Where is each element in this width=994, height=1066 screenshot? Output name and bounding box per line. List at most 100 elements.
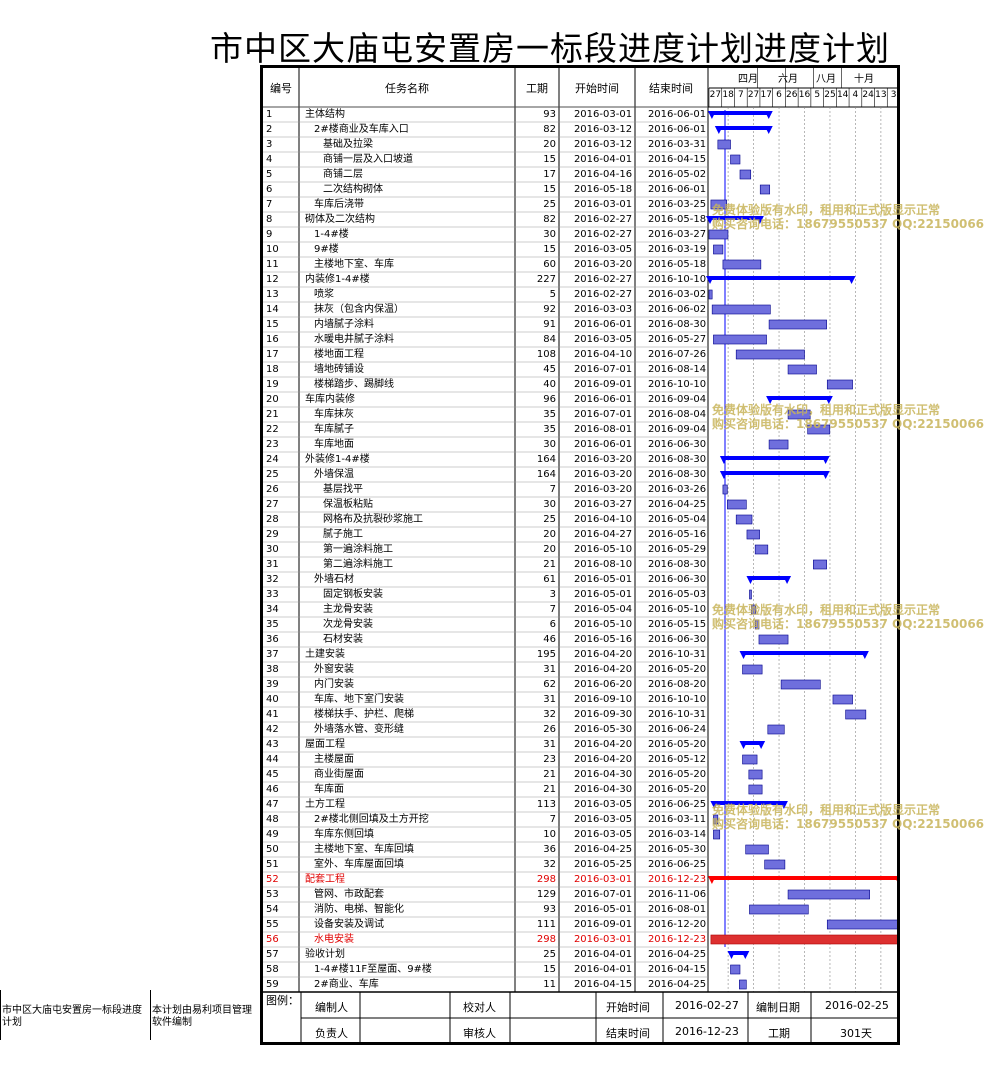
table-row[interactable]: 46 车库面 21 2016-04-30 2016-05-20 [263,782,708,797]
table-row[interactable]: 30 第一遍涂料施工 20 2016-05-10 2016-05-29 [263,542,708,557]
table-row[interactable]: 41 楼梯扶手、护栏、爬梯 32 2016-09-30 2016-10-31 [263,707,708,722]
cell-end: 2016-05-20 [647,769,707,780]
legend-label: 图例： [266,994,299,1007]
summary-cap [847,276,856,284]
table-row[interactable]: 45 商业街屋面 21 2016-04-30 2016-05-20 [263,767,708,782]
table-row[interactable]: 53 管网、市政配套 129 2016-07-01 2016-11-06 [263,887,708,902]
table-row[interactable]: 3 基础及拉梁 20 2016-03-12 2016-03-31 [263,137,708,152]
table-row[interactable]: 44 主楼屋面 23 2016-04-20 2016-05-12 [263,752,708,767]
table-row[interactable]: 37 土建安装 195 2016-04-20 2016-10-31 [263,647,708,662]
summary-cap [755,216,764,224]
summary-cap [706,276,714,284]
cell-id: 4 [266,154,273,165]
table-row[interactable]: 4 商铺一层及入口坡道 15 2016-04-01 2016-04-15 [263,152,708,167]
table-row[interactable]: 26 基层找平 7 2016-03-20 2016-03-26 [263,482,708,497]
cell-id: 21 [266,409,279,420]
table-row[interactable]: 22 车库腻子 35 2016-08-01 2016-09-04 [263,422,708,437]
cell-start: 2016-06-01 [573,439,633,450]
table-row[interactable]: 56 水电安装 298 2016-03-01 2016-12-23 [263,932,708,947]
cell-end: 2016-05-18 [647,259,707,270]
table-row[interactable]: 34 主龙骨安装 7 2016-05-04 2016-05-10 [263,602,708,617]
cell-duration: 15 [543,184,556,195]
cell-name: 砌体及二次结构 [305,214,375,225]
cell-id: 45 [266,769,279,780]
table-row[interactable]: 24 外装修1-4#楼 164 2016-03-20 2016-08-30 [263,452,708,467]
task-bar [727,499,747,510]
cell-duration: 26 [543,724,556,735]
cell-start: 2016-03-05 [573,814,633,825]
table-row[interactable]: 47 土方工程 113 2016-03-05 2016-06-25 [263,797,708,812]
table-row[interactable]: 36 石材安装 46 2016-05-16 2016-06-30 [263,632,708,647]
table-row[interactable]: 2 2#楼商业及车库入口 82 2016-03-12 2016-06-01 [263,122,708,137]
task-bar [739,169,752,180]
cell-end: 2016-09-04 [647,424,707,435]
cell-end: 2016-04-25 [647,499,707,510]
cell-name: 土建安装 [305,649,345,660]
table-row[interactable]: 8 砌体及二次结构 82 2016-02-27 2016-05-18 [263,212,708,227]
table-row[interactable]: 42 外墙落水管、变形缝 26 2016-05-30 2016-06-24 [263,722,708,737]
header-name: 任务名称 [385,82,429,95]
table-row[interactable]: 43 屋面工程 31 2016-04-20 2016-05-20 [263,737,708,752]
table-row[interactable]: 57 验收计划 25 2016-04-01 2016-04-25 [263,947,708,962]
table-row[interactable]: 23 车库地面 30 2016-06-01 2016-06-30 [263,437,708,452]
table-row[interactable]: 7 车库后浇带 25 2016-03-01 2016-03-25 [263,197,708,212]
table-row[interactable]: 16 水暖电井腻子涂料 84 2016-03-05 2016-05-27 [263,332,708,347]
cell-name: 楼梯踏步、踢脚线 [314,379,394,390]
task-bar [787,409,811,420]
table-row[interactable]: 33 固定钢板安装 3 2016-05-01 2016-05-03 [263,587,708,602]
table-row[interactable]: 39 内门安装 62 2016-06-20 2016-08-20 [263,677,708,692]
table-row[interactable]: 52 配套工程 298 2016-03-01 2016-12-23 [263,872,708,887]
table-row[interactable]: 19 楼梯踏步、踢脚线 40 2016-09-01 2016-10-10 [263,377,708,392]
table-row[interactable]: 51 室外、车库屋面回填 32 2016-05-25 2016-06-25 [263,857,708,872]
table-row[interactable]: 35 次龙骨安装 6 2016-05-10 2016-05-15 [263,617,708,632]
table-row[interactable]: 50 主楼地下室、车库回填 36 2016-04-25 2016-05-30 [263,842,708,857]
table-row[interactable]: 12 内装修1-4#楼 227 2016-02-27 2016-10-10 [263,272,708,287]
task-bar [722,259,762,270]
table-row[interactable]: 32 外墙石材 61 2016-05-01 2016-06-30 [263,572,708,587]
task-bar [730,154,741,165]
table-row[interactable]: 55 设备安装及调试 111 2016-09-01 2016-12-20 [263,917,708,932]
cell-start: 2016-04-01 [573,964,633,975]
cell-end: 2016-08-01 [647,904,707,915]
table-row[interactable]: 1 主体结构 93 2016-03-01 2016-06-01 [263,107,708,122]
reviewer-label: 审核人 [463,1027,496,1040]
table-row[interactable]: 21 车库抹灰 35 2016-07-01 2016-08-04 [263,407,708,422]
cell-name: 车库面 [314,784,344,795]
table-row[interactable]: 20 车库内装修 96 2016-06-01 2016-09-04 [263,392,708,407]
cell-end: 2016-08-30 [647,469,707,480]
cell-duration: 36 [543,844,556,855]
table-row[interactable]: 58 1-4#楼11F至屋面、9#楼 15 2016-04-01 2016-04-15 [263,962,708,977]
table-row[interactable]: 28 网格布及抗裂砂浆施工 25 2016-04-10 2016-05-04 [263,512,708,527]
table-row[interactable]: 59 2#商业、车库 11 2016-04-15 2016-04-25 [263,977,708,992]
table-row[interactable]: 48 2#楼北侧回填及土方开挖 7 2016-03-05 2016-03-11 [263,812,708,827]
cell-duration: 31 [543,664,556,675]
cell-id: 35 [266,619,279,630]
cell-name: 楼梯扶手、护栏、爬梯 [314,709,414,720]
table-row[interactable]: 49 车库东侧回填 10 2016-03-05 2016-03-14 [263,827,708,842]
cell-id: 52 [266,874,279,885]
table-row[interactable]: 18 墙地砖铺设 45 2016-07-01 2016-08-14 [263,362,708,377]
table-row[interactable]: 27 保温板粘贴 30 2016-03-27 2016-04-25 [263,497,708,512]
week-label: 16 [798,90,811,100]
table-row[interactable]: 9 1-4#楼 30 2016-02-27 2016-03-27 [263,227,708,242]
table-row[interactable]: 13 喷浆 5 2016-02-27 2016-03-02 [263,287,708,302]
table-row[interactable]: 31 第二遍涂料施工 21 2016-08-10 2016-08-30 [263,557,708,572]
table-row[interactable]: 14 抹灰（包含内保温） 92 2016-03-03 2016-06-02 [263,302,708,317]
table-row[interactable]: 40 车库、地下室门安装 31 2016-09-10 2016-10-10 [263,692,708,707]
table-row[interactable]: 15 内墙腻子涂料 91 2016-06-01 2016-08-30 [263,317,708,332]
cell-name: 外装修1-4#楼 [305,454,370,465]
table-row[interactable]: 29 腻子施工 20 2016-04-27 2016-05-16 [263,527,708,542]
task-bar [735,514,753,525]
table-row[interactable]: 6 二次结构砌体 15 2016-05-18 2016-06-01 [263,182,708,197]
table-row[interactable]: 54 消防、电梯、智能化 93 2016-05-01 2016-08-01 [263,902,708,917]
cell-start: 2016-03-05 [573,799,633,810]
table-row[interactable]: 5 商铺二层 17 2016-04-16 2016-05-02 [263,167,708,182]
table-row[interactable]: 11 主楼地下室、车库 60 2016-03-20 2016-05-18 [263,257,708,272]
cell-name: 主楼地下室、车库 [314,259,394,270]
cell-end: 2016-05-10 [647,604,707,615]
summary-cap [783,576,792,584]
table-row[interactable]: 25 外墙保温 164 2016-03-20 2016-08-30 [263,467,708,482]
table-row[interactable]: 17 楼地面工程 108 2016-04-10 2016-07-26 [263,347,708,362]
table-row[interactable]: 38 外窗安装 31 2016-04-20 2016-05-20 [263,662,708,677]
table-row[interactable]: 10 9#楼 15 2016-03-05 2016-03-19 [263,242,708,257]
